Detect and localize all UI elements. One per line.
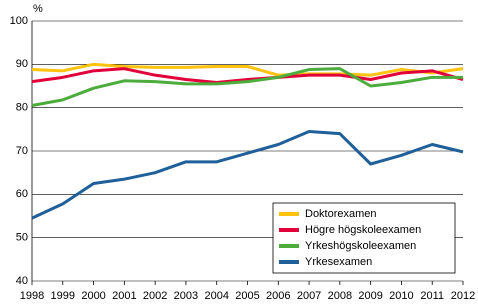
y-tick-label: 60 xyxy=(16,188,28,200)
y-tick-label: 40 xyxy=(16,275,28,287)
x-tick-label: 2009 xyxy=(358,290,382,302)
x-tick-label: 2011 xyxy=(420,290,444,302)
x-tick-label: 2003 xyxy=(174,290,198,302)
x-tick-label: 1999 xyxy=(51,290,75,302)
legend-label: Doktorexamen xyxy=(305,208,377,220)
series-line xyxy=(31,67,463,107)
series-line xyxy=(31,67,464,85)
x-tick-label: 2000 xyxy=(81,290,105,302)
x-tick-label: 2001 xyxy=(112,290,136,302)
y-tick-label: 100 xyxy=(10,15,28,27)
y-tick-label: 70 xyxy=(16,145,28,157)
legend-label: Högre högskoleexamen xyxy=(305,224,421,236)
x-tick-label: 2004 xyxy=(204,290,228,302)
series-line xyxy=(31,130,464,220)
y-tick-label: 90 xyxy=(16,58,28,70)
x-tick-label: 2008 xyxy=(328,290,352,302)
legend-label: Yrkeshögskoleexamen xyxy=(305,240,416,252)
x-tick-label: 2007 xyxy=(297,290,321,302)
legend-box xyxy=(272,202,456,274)
x-tick-label: 2012 xyxy=(451,290,475,302)
series-line xyxy=(31,62,464,77)
y-tick-label: 80 xyxy=(16,102,28,114)
x-tick-label: 2010 xyxy=(389,290,413,302)
y-unit-label: % xyxy=(33,3,43,15)
x-tick-label: 2005 xyxy=(235,290,259,302)
x-tick-label: 2006 xyxy=(266,290,290,302)
legend-label: Yrkesexamen xyxy=(305,256,372,268)
x-tick-label: 1998 xyxy=(20,290,44,302)
x-tick-label: 2002 xyxy=(143,290,167,302)
y-tick-label: 50 xyxy=(16,232,28,244)
